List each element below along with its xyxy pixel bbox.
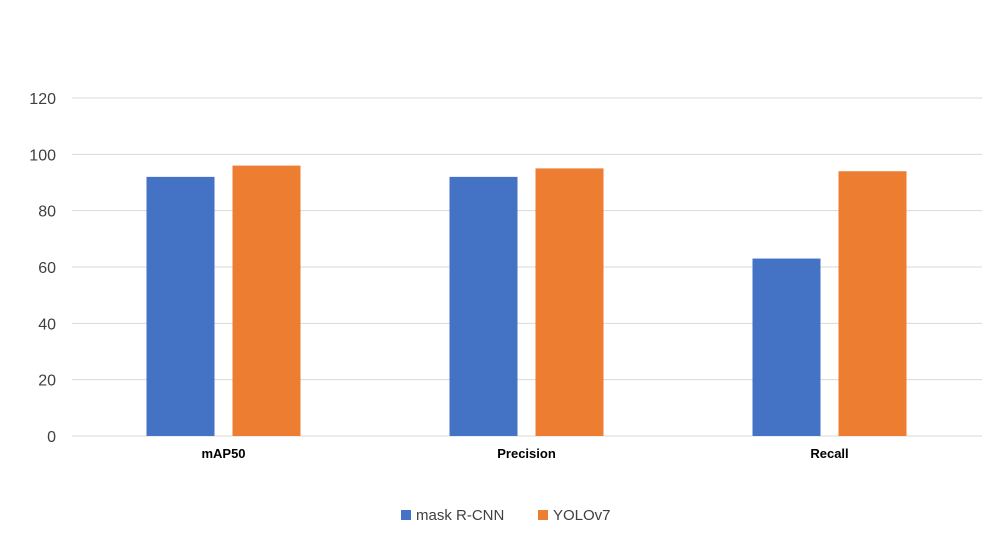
legend-swatch xyxy=(401,510,411,520)
y-tick-label: 0 xyxy=(47,429,56,446)
y-axis-ticks: 0 20 40 60 80 100 120 xyxy=(29,91,56,446)
legend-label: mask R-CNN xyxy=(416,507,504,524)
bar-mask-r-cnn-precision xyxy=(449,176,518,436)
bar-yolov7-precision xyxy=(535,168,604,436)
legend: mask R-CNN YOLOv7 xyxy=(401,507,611,524)
gridlines xyxy=(72,97,982,437)
y-tick-label: 100 xyxy=(29,147,56,164)
bars xyxy=(146,165,907,436)
bar-mask-r-cnn-recall xyxy=(752,258,821,436)
y-tick-label: 60 xyxy=(38,260,56,277)
bar-yolov7-recall xyxy=(838,171,907,436)
bar-mask-r-cnn-map50 xyxy=(146,176,215,436)
x-tick-label: Precision xyxy=(497,446,556,461)
legend-label: YOLOv7 xyxy=(553,507,611,524)
y-tick-label: 80 xyxy=(38,204,56,221)
bar-yolov7-map50 xyxy=(232,165,301,436)
legend-swatch xyxy=(538,510,548,520)
x-tick-label: Recall xyxy=(810,446,848,461)
y-tick-label: 20 xyxy=(38,373,56,390)
y-tick-label: 120 xyxy=(29,91,56,108)
x-tick-label: mAP50 xyxy=(201,446,245,461)
y-tick-label: 40 xyxy=(38,316,56,333)
x-axis-ticks: mAP50 Precision Recall xyxy=(201,446,848,461)
